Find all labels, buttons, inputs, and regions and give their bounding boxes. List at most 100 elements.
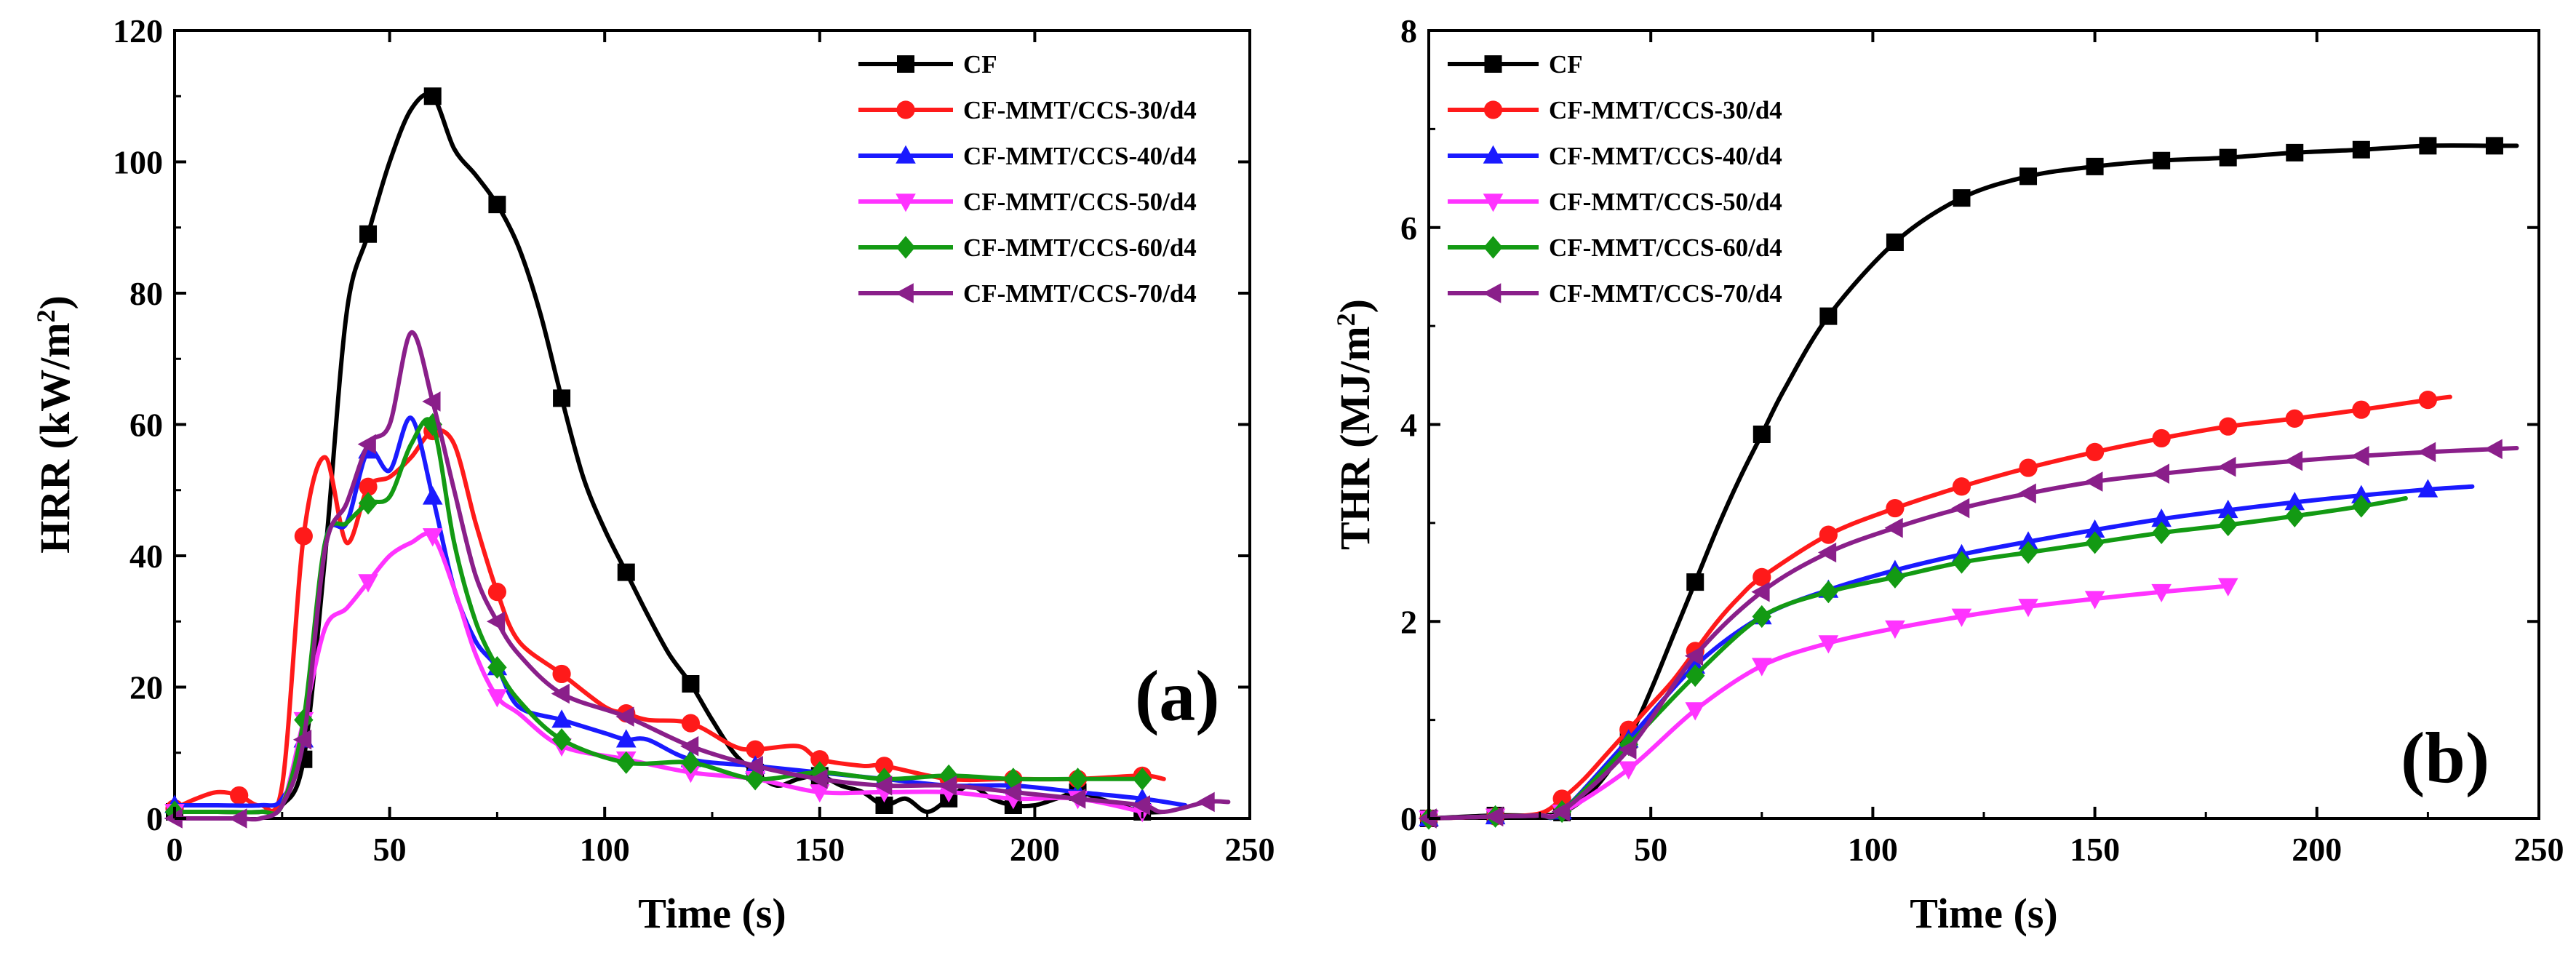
thr-series-group (1418, 137, 2519, 830)
hrr-point-cf-mmt-ccs-70-d4 (744, 756, 763, 776)
hrr-point-cf-mmt-ccs-60-d4 (1003, 767, 1024, 791)
thr-point-cf-mmt-ccs-60-d4 (1819, 581, 1838, 604)
hrr-axes: 0 50 100 150 200 250 0 20 40 60 80 100 120 (113, 12, 1275, 868)
thr-point-cf-mmt-ccs-70-d4 (2217, 456, 2236, 477)
hrr-x-tick-label: 250 (1225, 831, 1275, 868)
hrr-series-cf-mmt-ccs-70-d4 (164, 330, 1231, 829)
hrr-point-cf-mmt-ccs-70-d4 (292, 729, 312, 750)
thr-point-cf-mmt-ccs-40-d4 (2351, 484, 2372, 503)
hrr-point-cf-mmt-ccs-70-d4 (615, 706, 634, 727)
thr-legend-entry-cf-mmt-ccs-70-d4: CF-MMT/CCS-70/d4 (1448, 279, 1782, 308)
thr-point-cf-mmt-ccs-70-d4 (1884, 517, 1903, 538)
hrr-legend-entry-cf-mmt-ccs-60-d4: CF-MMT/CCS-60/d4 (858, 234, 1197, 262)
thr-point-cf-mmt-ccs-40-d4 (2417, 479, 2439, 498)
thr-point-cf-mmt-ccs-30-d4 (2418, 391, 2437, 410)
hrr-legend-swatch-marker (896, 145, 916, 164)
thr-legend-label: CF-MMT/CCS-60/d4 (1549, 234, 1782, 262)
thr-point-cf (1953, 189, 1971, 207)
thr-line-cf-mmt-ccs-50-d4 (1427, 583, 2230, 821)
thr-point-cf (2086, 157, 2104, 175)
thr-line-cf-mmt-ccs-70-d4 (1427, 446, 2519, 821)
thr-point-cf-mmt-ccs-60-d4 (1885, 565, 1905, 589)
hrr-legend-swatch-marker (895, 283, 914, 303)
hrr-y-tick-label: 40 (129, 538, 163, 575)
thr-legend-label: CF (1549, 50, 1583, 79)
thr-point-cf-mmt-ccs-70-d4 (2084, 471, 2103, 492)
hrr-point-cf-mmt-ccs-50-d4 (358, 574, 378, 593)
hrr-x-axis-label: Time (s) (638, 890, 786, 937)
hrr-legend-label: CF-MMT/CCS-70/d4 (963, 279, 1197, 308)
hrr-y-tick-label: 60 (129, 407, 163, 444)
hrr-point-cf-mmt-ccs-30-d4 (359, 477, 378, 496)
hrr-y-tick-label: 0 (146, 800, 163, 837)
hrr-legend-label: CF (963, 50, 997, 79)
hrr-legend-entry-cf-mmt-ccs-50-d4: CF-MMT/CCS-50/d4 (858, 188, 1197, 216)
thr-legend-swatch-marker (1483, 236, 1503, 259)
thr-x-tick-label: 50 (1634, 831, 1667, 868)
thr-point-cf (1752, 426, 1771, 444)
thr-point-cf-mmt-ccs-60-d4 (2285, 504, 2305, 527)
thr-point-cf-mmt-ccs-50-d4 (1818, 635, 1839, 654)
thr-y-axis-label-main: THR (MJ/m (1331, 326, 1379, 550)
thr-point-cf-mmt-ccs-40-d4 (2018, 531, 2038, 550)
hrr-x-tick-label: 50 (373, 831, 407, 868)
hrr-point-cf-mmt-ccs-70-d4 (357, 434, 376, 455)
thr-legend-swatch-marker (1483, 283, 1502, 303)
thr-x-tick-label: 100 (1848, 831, 1898, 868)
thr-legend-label: CF-MMT/CCS-30/d4 (1549, 96, 1782, 124)
hrr-point-cf-mmt-ccs-50-d4 (810, 784, 830, 803)
hrr-x-tick-label: 0 (167, 831, 183, 868)
hrr-point-cf-mmt-ccs-30-d4 (681, 714, 701, 733)
hrr-legend-label: CF-MMT/CCS-30/d4 (963, 96, 1197, 124)
thr-point-cf-mmt-ccs-70-d4 (2284, 450, 2303, 471)
hrr-point-cf-mmt-ccs-60-d4 (1068, 767, 1088, 791)
thr-point-cf-mmt-ccs-70-d4 (1817, 542, 1837, 563)
thr-y-axis-label-sup: 2 (1331, 313, 1360, 326)
thr-point-cf-mmt-ccs-70-d4 (2150, 463, 2169, 484)
thr-point-cf-mmt-ccs-60-d4 (2351, 495, 2372, 518)
thr-point-cf-mmt-ccs-30-d4 (1819, 525, 1838, 544)
hrr-point-cf-mmt-ccs-30-d4 (552, 664, 571, 684)
hrr-point-cf-mmt-ccs-70-d4 (874, 775, 893, 796)
thr-series-cf-mmt-ccs-70-d4 (1418, 439, 2519, 829)
thr-point-cf-mmt-ccs-60-d4 (1952, 551, 1971, 574)
thr-point-cf-mmt-ccs-40-d4 (2217, 499, 2238, 519)
thr-point-cf-mmt-ccs-60-d4 (1752, 605, 1771, 629)
thr-legend-label: CF-MMT/CCS-40/d4 (1549, 142, 1782, 170)
hrr-panel-label: (a) (1135, 655, 1220, 736)
hrr-legend-swatch-marker (896, 236, 916, 259)
hrr-legend-swatch-marker (896, 194, 916, 212)
thr-point-cf-mmt-ccs-30-d4 (1752, 567, 1771, 586)
hrr-point-cf-mmt-ccs-60-d4 (681, 751, 701, 774)
thr-y-tick-label: 6 (1400, 210, 1417, 247)
hrr-y-axis-label-close: ) (31, 295, 79, 309)
hrr-legend-swatch-marker (896, 100, 915, 119)
thr-point-cf-mmt-ccs-30-d4 (2219, 417, 2238, 436)
thr-point-cf (2419, 137, 2437, 155)
thr-point-cf-mmt-ccs-50-d4 (2151, 583, 2172, 603)
thr-legend-entry-cf-mmt-ccs-60-d4: CF-MMT/CCS-60/d4 (1448, 234, 1782, 262)
thr-point-cf-mmt-ccs-60-d4 (2218, 513, 2238, 537)
hrr-legend-label: CF-MMT/CCS-40/d4 (963, 142, 1197, 170)
thr-point-cf-mmt-ccs-50-d4 (1752, 658, 1772, 677)
hrr-point-cf-mmt-ccs-70-d4 (487, 611, 506, 632)
thr-point-cf-mmt-ccs-70-d4 (1551, 801, 1570, 822)
thr-x-tick-label: 250 (2514, 831, 2564, 868)
thr-series-cf-mmt-ccs-50-d4 (1419, 578, 2238, 829)
thr-point-cf-mmt-ccs-40-d4 (2151, 509, 2172, 527)
hrr-legend-label: CF-MMT/CCS-50/d4 (963, 188, 1197, 216)
thr-point-cf-mmt-ccs-30-d4 (2352, 400, 2371, 419)
hrr-y-tick-label: 120 (113, 12, 163, 49)
thr-point-cf-mmt-ccs-70-d4 (1751, 581, 1770, 602)
thr-point-cf-mmt-ccs-60-d4 (2151, 521, 2172, 545)
hrr-y-axis-label: HRR (kW/m2) (31, 295, 79, 554)
hrr-legend-entry-cf-mmt-ccs-30-d4: CF-MMT/CCS-30/d4 (858, 96, 1197, 124)
hrr-y-tick-label: 80 (129, 275, 163, 312)
hrr-point-cf-mmt-ccs-30-d4 (810, 750, 829, 769)
thr-legend-entry-cf-mmt-ccs-40-d4: CF-MMT/CCS-40/d4 (1448, 142, 1782, 170)
thr-point-cf-mmt-ccs-70-d4 (2484, 439, 2503, 460)
thr-point-cf-mmt-ccs-50-d4 (2018, 599, 2038, 618)
hrr-point-cf-mmt-ccs-40-d4 (422, 486, 443, 505)
hrr-line-cf-mmt-ccs-30-d4 (172, 428, 1166, 813)
thr-point-cf (1819, 307, 1838, 325)
